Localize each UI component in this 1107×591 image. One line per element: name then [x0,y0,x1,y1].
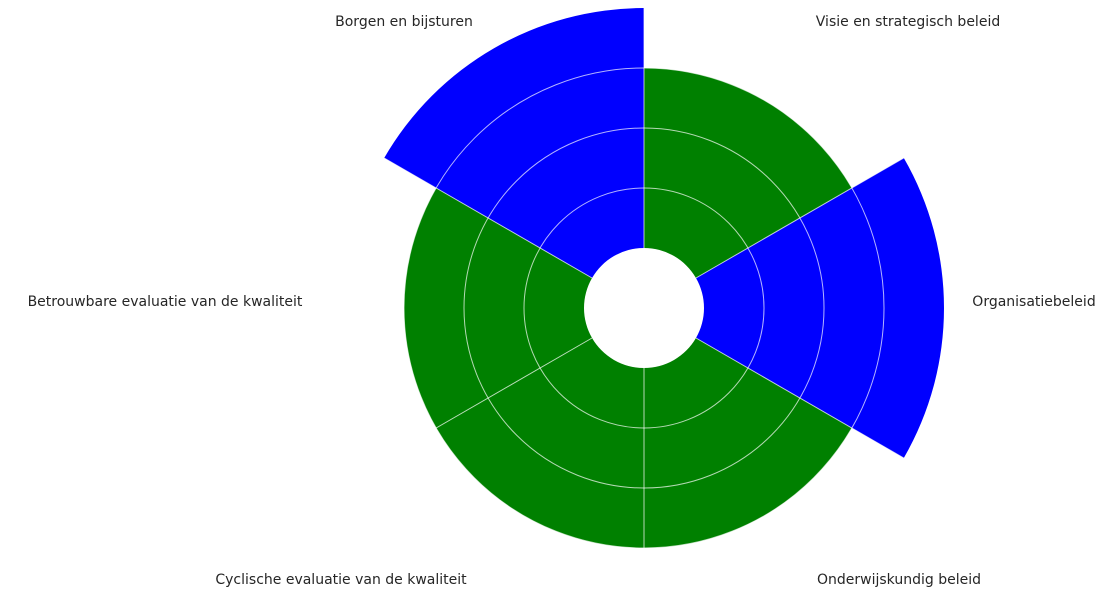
bar [644,338,852,548]
category-label: Betrouwbare evaluatie van de kwaliteit [28,294,303,310]
bar [384,8,644,278]
category-label: Organisatiebeleid [972,294,1095,310]
grid-spoke [383,337,593,459]
category-label: Visie en strategisch beleid [816,14,1000,30]
bar [436,338,644,548]
category-label: Onderwijskundig beleid [817,572,981,588]
bar [404,188,593,428]
grid-spoke [695,337,905,459]
grid-spoke [383,157,593,279]
category-label: Borgen en bijsturen [335,14,473,30]
bar [644,68,852,278]
category-label: Cyclische evaluatie van de kwaliteit [215,572,467,588]
grid-spoke [695,157,905,279]
bar [695,158,944,458]
